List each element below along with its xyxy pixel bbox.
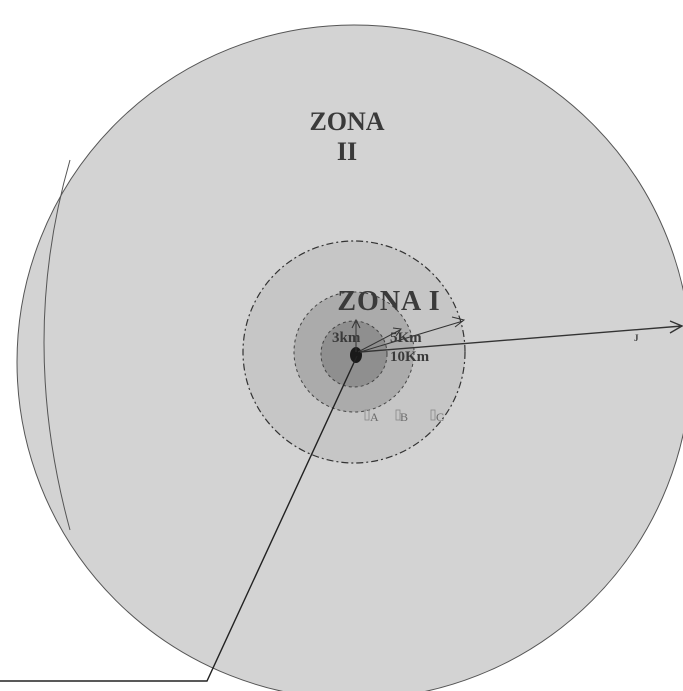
radius-label-3km: 3km	[332, 330, 361, 346]
sector-label-b: B	[400, 410, 408, 424]
svg-text:J: J	[634, 333, 639, 343]
radius-label-10km: 10Km	[390, 349, 430, 365]
pointer-line	[0, 355, 358, 682]
sector-label-c-group: C	[430, 409, 444, 424]
sector-label-b-group: B	[395, 409, 408, 424]
zone-2-label-line2: II	[337, 137, 357, 166]
radius-label-5km: 5Km	[390, 330, 422, 346]
radius-arrow-5km	[357, 329, 401, 353]
sector-label-a-group: A	[364, 409, 379, 424]
radius-arrow-10km	[359, 320, 464, 353]
sector-label-c: C	[436, 410, 444, 424]
left-arc	[43, 159, 71, 531]
zone-2-label-line1: ZONA	[309, 107, 384, 136]
zone-1-label: ZONA I	[337, 286, 440, 317]
outer-radius-arrow	[359, 325, 683, 353]
sector-label-a: A	[370, 410, 379, 424]
